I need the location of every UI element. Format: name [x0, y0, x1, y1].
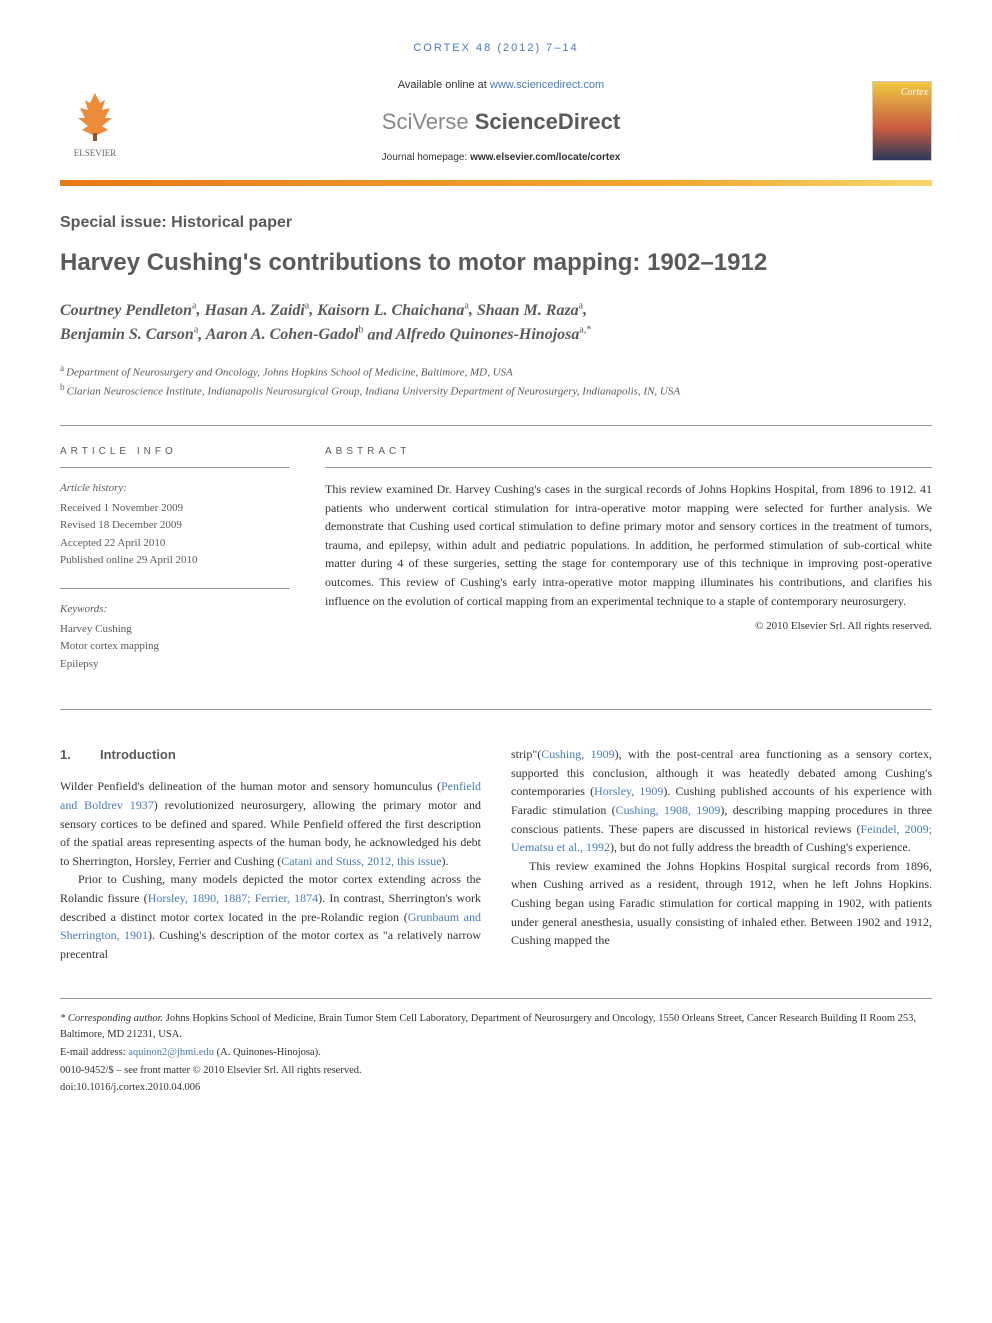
- corresponding-author: * Corresponding author. Johns Hopkins Sc…: [60, 1011, 932, 1043]
- abstract-column: ABSTRACT This review examined Dr. Harvey…: [325, 444, 932, 691]
- history-item: Revised 18 December 2009: [60, 517, 290, 535]
- info-divider: [60, 588, 290, 589]
- author: Kaisorn L. Chaichanaa: [317, 302, 469, 319]
- section-title: Introduction: [100, 747, 176, 762]
- citation-link[interactable]: Cushing, 1908, 1909: [616, 803, 721, 817]
- journal-homepage-link[interactable]: www.elsevier.com/locate/cortex: [470, 152, 620, 163]
- sciverse-prefix: SciVerse: [382, 109, 475, 134]
- keyword: Motor cortex mapping: [60, 638, 290, 656]
- author: Hasan A. Zaidia: [204, 302, 309, 319]
- elsevier-logo: ELSEVIER: [60, 81, 130, 161]
- author: Benjamin S. Carsona: [60, 326, 198, 343]
- keywords-block: Keywords: Harvey Cushing Motor cortex ma…: [60, 601, 290, 673]
- keywords-label: Keywords:: [60, 601, 290, 619]
- author: Courtney Pendletona: [60, 302, 196, 319]
- author-list: Courtney Pendletona, Hasan A. Zaidia, Ka…: [60, 298, 932, 347]
- paragraph: Wilder Penfield's delineation of the hum…: [60, 777, 481, 870]
- article-info-column: ARTICLE INFO Article history: Received 1…: [60, 444, 290, 691]
- author: Alfredo Quinones-Hinojosaa,*: [396, 326, 592, 343]
- citation-link[interactable]: Horsley, 1909: [594, 784, 663, 798]
- citation-link[interactable]: Horsley, 1890, 1887; Ferrier, 1874: [148, 891, 318, 905]
- paragraph: strip"(Cushing, 1909), with the post-cen…: [511, 745, 932, 857]
- abstract-heading: ABSTRACT: [325, 444, 932, 468]
- author: Shaan M. Razaa: [477, 302, 583, 319]
- issn-line: 0010-9452/$ – see front matter © 2010 El…: [60, 1063, 932, 1079]
- body-column-left: 1.Introduction Wilder Penfield's delinea…: [60, 745, 481, 963]
- journal-homepage-line: Journal homepage: www.elsevier.com/locat…: [130, 150, 872, 165]
- publisher-name: ELSEVIER: [74, 147, 117, 161]
- history-item: Accepted 22 April 2010: [60, 535, 290, 553]
- article-type-label: Special issue: Historical paper: [60, 211, 932, 235]
- affiliations: aDepartment of Neurosurgery and Oncology…: [60, 362, 932, 400]
- paragraph: This review examined the Johns Hopkins H…: [511, 857, 932, 950]
- citation-link[interactable]: Cushing, 1909: [541, 747, 614, 761]
- journal-citation-header: CORTEX 48 (2012) 7–14: [60, 40, 932, 57]
- publisher-banner: ELSEVIER Available online at www.science…: [60, 77, 932, 166]
- keyword: Harvey Cushing: [60, 621, 290, 639]
- section-number: 1.: [60, 745, 100, 765]
- article-history-block: Article history: Received 1 November 200…: [60, 480, 290, 570]
- history-item: Published online 29 April 2010: [60, 552, 290, 570]
- sciencedirect-word: ScienceDirect: [475, 109, 621, 134]
- keyword: Epilepsy: [60, 656, 290, 674]
- history-item: Received 1 November 2009: [60, 500, 290, 518]
- affiliation: aDepartment of Neurosurgery and Oncology…: [60, 362, 932, 381]
- sciencedirect-link[interactable]: www.sciencedirect.com: [490, 79, 604, 91]
- footer-block: * Corresponding author. Johns Hopkins Sc…: [60, 998, 932, 1096]
- section-heading: 1.Introduction: [60, 745, 481, 765]
- banner-center: Available online at www.sciencedirect.co…: [130, 77, 872, 166]
- history-label: Article history:: [60, 480, 290, 498]
- abstract-text: This review examined Dr. Harvey Cushing'…: [325, 480, 932, 610]
- email-line: E-mail address: aquinon2@jhmi.edu (A. Qu…: [60, 1045, 932, 1061]
- available-label: Available online at: [398, 79, 490, 91]
- affiliation: bClarian Neuroscience Institute, Indiana…: [60, 381, 932, 400]
- journal-cover-thumbnail: [872, 81, 932, 161]
- sciverse-brand: SciVerse ScienceDirect: [130, 105, 872, 138]
- homepage-label: Journal homepage:: [382, 152, 470, 163]
- citation-link[interactable]: Catani and Stuss, 2012, this issue: [281, 854, 441, 868]
- available-online-line: Available online at www.sciencedirect.co…: [130, 77, 872, 94]
- elsevier-tree-icon: [70, 88, 120, 143]
- info-abstract-row: ARTICLE INFO Article history: Received 1…: [60, 425, 932, 710]
- article-title: Harvey Cushing's contributions to motor …: [60, 247, 932, 278]
- abstract-copyright: © 2010 Elsevier Srl. All rights reserved…: [325, 618, 932, 635]
- body-two-column: 1.Introduction Wilder Penfield's delinea…: [60, 745, 932, 963]
- author: Aaron A. Cohen-Gadolb: [206, 326, 364, 343]
- body-column-right: strip"(Cushing, 1909), with the post-cen…: [511, 745, 932, 963]
- email-link[interactable]: aquinon2@jhmi.edu: [128, 1047, 214, 1058]
- doi-line: doi:10.1016/j.cortex.2010.04.006: [60, 1080, 932, 1096]
- paragraph: Prior to Cushing, many models depicted t…: [60, 870, 481, 963]
- accent-color-bar: [60, 180, 932, 186]
- article-info-heading: ARTICLE INFO: [60, 444, 290, 468]
